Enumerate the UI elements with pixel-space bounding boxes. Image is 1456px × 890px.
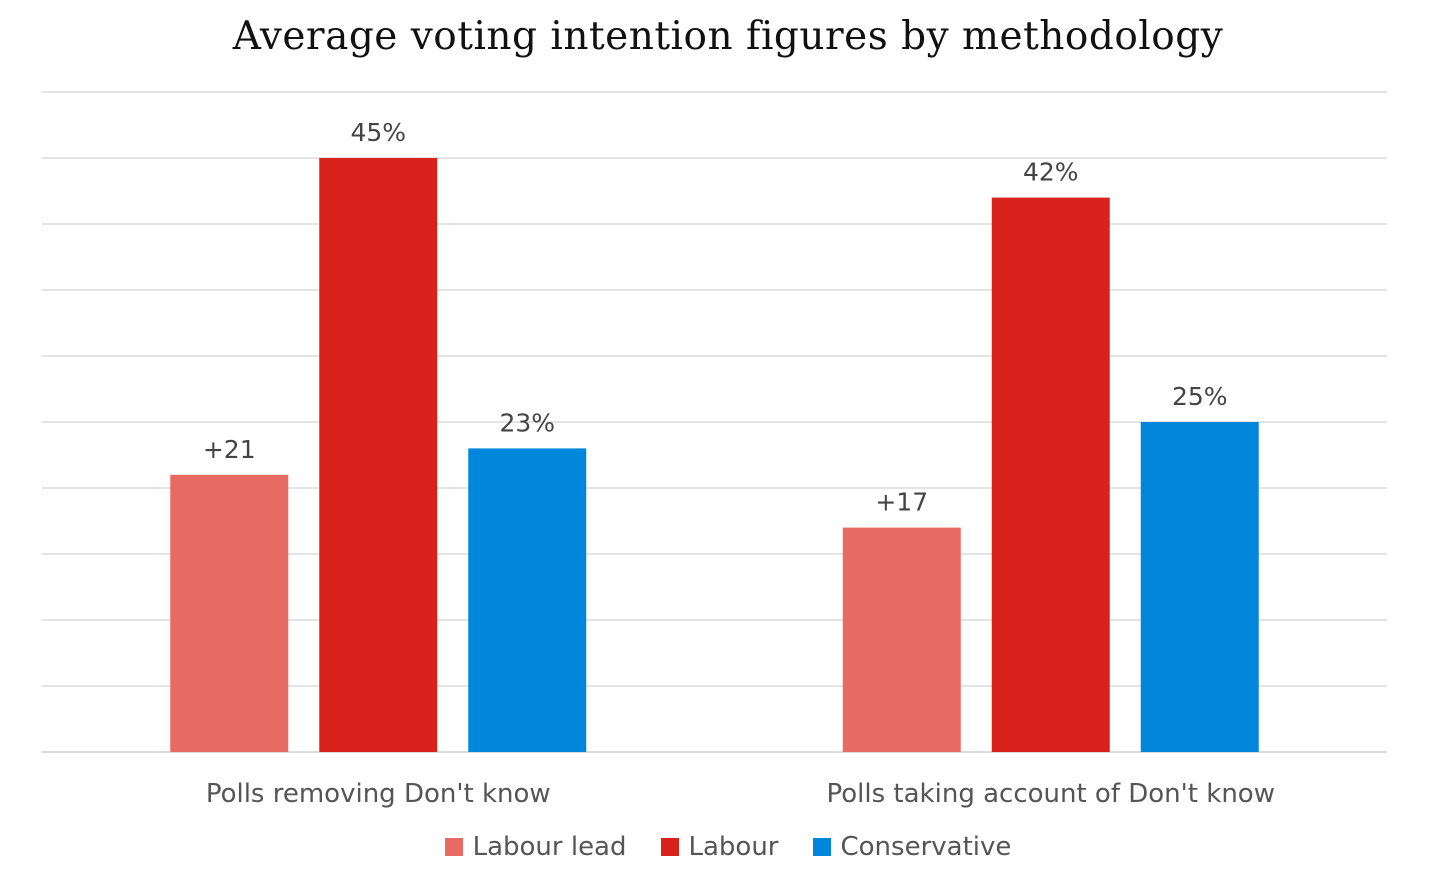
x-axis-labels: Polls removing Don't know Polls taking ac…	[206, 779, 1275, 809]
bar-labour-lead-polls-removing-don-t-know	[170, 474, 289, 752]
legend-item-conservative: Conservative	[812, 832, 1012, 862]
data-labels: +21 45% 23% +17 42% 25%	[203, 118, 1228, 517]
data-label-labour-polls-taking-account-of-don-t-know: 42%	[1023, 158, 1079, 187]
legend-swatch-labour-lead	[444, 838, 463, 856]
legend-item-labour-lead: Labour lead	[444, 832, 627, 862]
legend-item-labour: Labour	[660, 832, 779, 862]
data-label-conservative-polls-removing-don-t-know: 23%	[499, 408, 555, 437]
legend: Labour lead Labour Conservative	[0, 832, 1456, 862]
legend-label-labour-lead: Labour lead	[472, 832, 627, 862]
data-label-conservative-polls-taking-account-of-don-t-know: 25%	[1172, 382, 1228, 411]
data-label-labour-polls-removing-don-t-know: 45%	[350, 118, 406, 147]
bar-conservative-polls-removing-don-t-know	[468, 448, 587, 752]
bar-labour-polls-removing-don-t-know	[319, 158, 438, 752]
data-label-labour-lead-polls-taking-account-of-don-t-know: +17	[875, 488, 928, 517]
legend-label-labour: Labour	[688, 832, 779, 862]
bar-labour-lead-polls-taking-account-of-don-t-know	[842, 527, 961, 752]
chart-title: Average voting intention figures by meth…	[232, 14, 1224, 59]
bars	[170, 158, 1259, 753]
data-label-labour-lead-polls-removing-don-t-know: +21	[203, 435, 256, 464]
legend-swatch-conservative	[812, 838, 831, 856]
x-tick-label-polls-removing-don-t-know: Polls removing Don't know	[206, 779, 551, 809]
bar-labour-polls-taking-account-of-don-t-know	[991, 197, 1110, 753]
legend-swatch-labour	[660, 838, 679, 856]
x-tick-label-polls-taking-account-of-don-t-know: Polls taking account of Don't know	[827, 779, 1275, 809]
legend-label-conservative: Conservative	[840, 832, 1012, 862]
bar-conservative-polls-taking-account-of-don-t-know	[1140, 422, 1259, 752]
